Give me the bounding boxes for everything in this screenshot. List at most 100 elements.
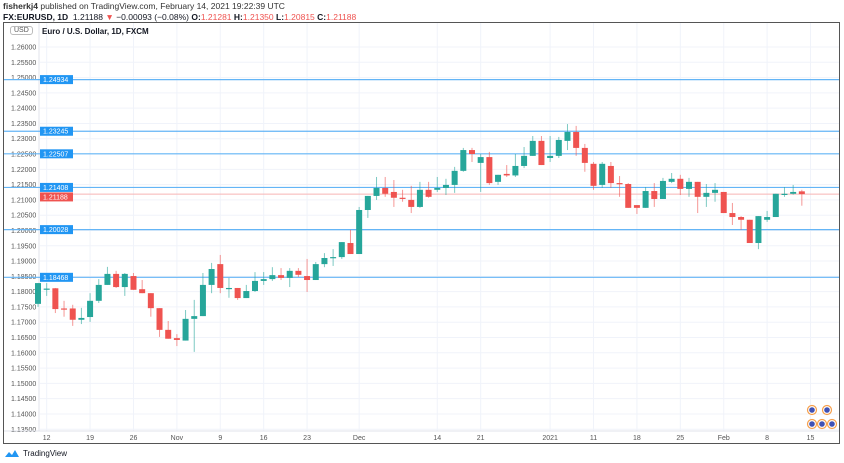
- candle-up: [547, 135, 554, 162]
- candle-body: [52, 288, 59, 310]
- price-tick-label: 1.20000: [11, 228, 36, 235]
- candle-body: [156, 308, 163, 330]
- candle-up: [78, 307, 85, 325]
- open-label: O:: [191, 12, 201, 22]
- candle-body: [269, 275, 276, 280]
- candle-body: [191, 316, 198, 319]
- candle-up: [182, 309, 189, 341]
- candle-down: [538, 135, 545, 166]
- candle-body: [147, 293, 154, 309]
- time-tick-label: 9: [218, 435, 222, 442]
- price-tick-label: 1.24000: [11, 106, 36, 113]
- candle-body: [278, 275, 285, 278]
- time-tick-label: 23: [303, 435, 311, 442]
- level-price-label: 1.22507: [43, 151, 68, 158]
- currency-badge[interactable]: USD: [10, 26, 33, 35]
- time-tick-label: 18: [633, 435, 641, 442]
- time-tick-label: 21: [477, 435, 485, 442]
- time-tick-label: 26: [130, 435, 138, 442]
- candle-down: [408, 185, 415, 214]
- down-arrow-icon: ▼: [105, 12, 114, 22]
- candle-down: [590, 161, 597, 190]
- candle-body: [616, 183, 623, 185]
- candle-up: [442, 178, 449, 196]
- time-tick-label: 19: [86, 435, 94, 442]
- candle-up: [364, 195, 371, 218]
- candle-up: [477, 154, 484, 192]
- candle-up: [790, 184, 797, 195]
- level-price-tag: [40, 182, 73, 192]
- candle-body: [547, 155, 554, 159]
- author-link[interactable]: fisherkj4: [3, 1, 38, 11]
- close-value: 1.21188: [326, 12, 357, 22]
- candle-up: [434, 176, 441, 192]
- candle-body: [668, 178, 675, 182]
- candle-body: [738, 217, 745, 220]
- brand-name: TradingView: [23, 449, 68, 458]
- candle-down: [156, 308, 163, 337]
- tradingview-logo[interactable]: TradingView: [4, 449, 67, 458]
- candle-body: [781, 193, 788, 195]
- candle-up: [686, 177, 692, 197]
- candle-body: [755, 216, 762, 244]
- level-price-tag: [40, 75, 73, 85]
- candle-down: [278, 268, 285, 281]
- candle-body: [35, 283, 41, 304]
- candle-up: [521, 146, 528, 169]
- candle-down: [720, 191, 727, 214]
- candle-down: [469, 147, 475, 162]
- chart-frame[interactable]: [3, 22, 840, 444]
- time-tick-label: 14: [433, 435, 441, 442]
- candle-body: [208, 269, 215, 285]
- price-tick-label: 1.25000: [11, 75, 36, 82]
- candle-down: [130, 272, 137, 290]
- candle-body: [399, 197, 406, 199]
- candle-body: [434, 187, 441, 190]
- event-flag-icon: [809, 421, 815, 427]
- price-tick-label: 1.19000: [11, 259, 36, 266]
- candle-body: [581, 147, 588, 163]
- candle-up: [772, 193, 779, 218]
- candle-body: [243, 291, 250, 299]
- candle-body: [104, 273, 111, 285]
- publish-info: fisherkj4 published on TradingView.com, …: [3, 1, 285, 11]
- level-price-label: 1.24934: [43, 77, 68, 84]
- price-tick-label: 1.15000: [11, 381, 36, 388]
- candle-body: [798, 191, 805, 195]
- candle-body: [121, 273, 128, 288]
- level-price-label: 1.23245: [43, 129, 68, 136]
- candle-body: [599, 163, 606, 185]
- candle-body: [373, 187, 380, 196]
- price-tick-label: 1.14000: [11, 411, 36, 418]
- candle-down: [113, 270, 120, 288]
- candle-up: [269, 267, 276, 281]
- level-price-tag: [40, 149, 73, 159]
- candle-body: [712, 189, 719, 193]
- candle-body: [564, 132, 571, 141]
- price-tick-label: 1.16500: [11, 335, 36, 342]
- time-tick-label: Nov: [171, 435, 184, 442]
- candle-body: [573, 132, 580, 148]
- candle-body: [408, 199, 415, 207]
- candle-up: [555, 136, 562, 159]
- candle-body: [590, 163, 597, 186]
- candle-body: [633, 205, 640, 208]
- candle-down: [173, 334, 180, 347]
- candle-body: [416, 189, 423, 207]
- candle-down: [746, 219, 753, 244]
- candle-body: [790, 191, 797, 194]
- candle-down: [503, 165, 510, 177]
- high-value: 1.21350: [242, 12, 274, 22]
- time-tick-label: 11: [590, 435, 597, 442]
- candle-up: [321, 253, 328, 268]
- candle-body: [521, 155, 528, 166]
- candle-up: [564, 124, 571, 151]
- level-price-tag: [40, 126, 73, 136]
- candle-up: [199, 272, 206, 317]
- price-tick-label: 1.17500: [11, 304, 36, 311]
- candle-up: [243, 284, 250, 299]
- candle-down: [399, 189, 406, 202]
- candle-body: [451, 170, 458, 185]
- candle-body: [61, 308, 68, 310]
